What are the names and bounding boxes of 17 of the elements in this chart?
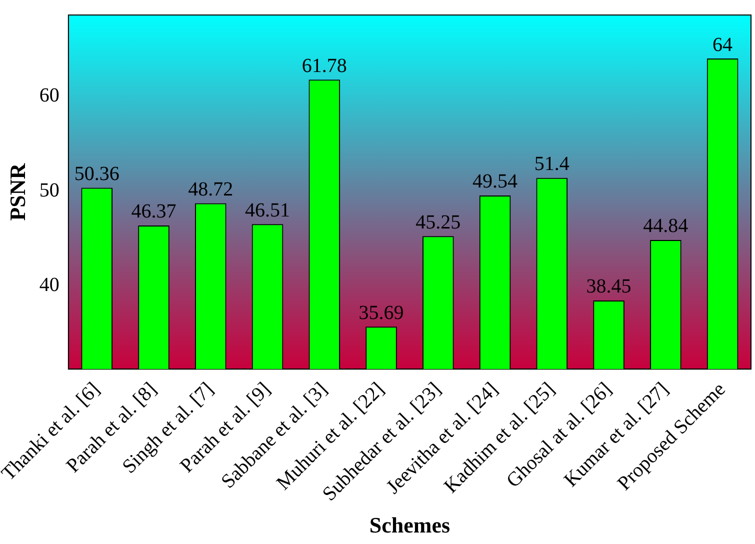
data-label: 46.37 xyxy=(131,200,176,223)
y-tick-label: 40 xyxy=(39,274,60,296)
data-label: 38.45 xyxy=(586,276,632,298)
data-label: 44.84 xyxy=(643,215,688,238)
data-label: 48.72 xyxy=(188,178,234,200)
data-label: 51.4 xyxy=(534,153,570,176)
data-label: 45.25 xyxy=(416,211,461,234)
data-label: 35.69 xyxy=(358,302,404,324)
x-axis-title: Schemes xyxy=(369,512,450,538)
data-label: 64 xyxy=(712,34,733,56)
y-axis-title: PSNR xyxy=(4,162,30,221)
data-label: 46.51 xyxy=(245,199,290,222)
data-label: 50.36 xyxy=(74,162,120,185)
data-label: 49.54 xyxy=(472,170,518,193)
y-tick-label: 60 xyxy=(39,84,60,107)
y-tick-label: 50 xyxy=(39,179,60,202)
data-label: 61.78 xyxy=(302,54,347,77)
